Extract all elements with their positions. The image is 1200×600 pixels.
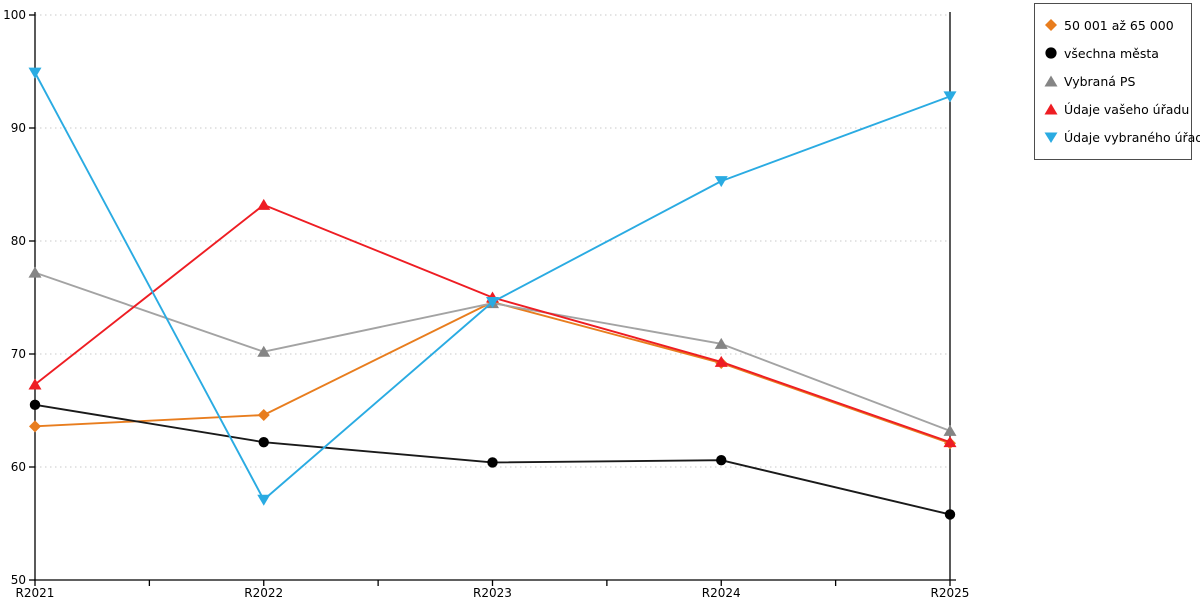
data-point-s3-R2022 (257, 198, 271, 210)
data-point-s4-R2021 (28, 67, 42, 79)
data-point-s0-R2021 (29, 420, 41, 433)
legend: 50 001 až 65 000 všechna města Vybraná PS Ú… (1034, 3, 1200, 160)
data-point-s4-R2023 (486, 297, 499, 309)
y-tick-label-70: 70 (11, 347, 26, 361)
legend-diamond-icon (1045, 19, 1057, 31)
legend-label-4: Údaje vybraného úřadu (1064, 129, 1200, 145)
x-tick-label-R2021: R2021 (16, 586, 55, 600)
legend-circle-icon (1045, 47, 1057, 59)
data-point-s1-R2021 (29, 399, 41, 411)
legend-item-3: Údaje vašeho úřadu (1044, 95, 1189, 123)
y-tick-label-100: 100 (3, 8, 26, 22)
y-tick-label-50: 50 (11, 573, 26, 587)
data-point-s3-R2021 (28, 378, 42, 390)
x-tick-label-R2022: R2022 (244, 586, 283, 600)
data-point-s1-R2023 (487, 457, 498, 468)
series-line-0 (34, 301, 951, 445)
data-point-s4-R2024 (714, 176, 728, 188)
series-line-3 (34, 203, 951, 444)
data-point-s4-R2022 (257, 494, 271, 506)
legend-triangle-down-icon (1044, 132, 1058, 143)
y-tick-label-90: 90 (11, 121, 26, 135)
data-point-s2-R2025 (943, 424, 957, 436)
x-tick-label-R2025: R2025 (931, 586, 970, 600)
data-point-s1-R2024 (716, 455, 727, 466)
legend-item-4: Údaje vybraného úřadu (1044, 123, 1200, 151)
legend-item-1: všechna města (1044, 39, 1185, 67)
legend-label-1: všechna města (1064, 45, 1159, 61)
data-point-s2-R2022 (257, 345, 271, 357)
legend-label-0: 50 001 až 65 000 (1064, 17, 1174, 33)
legend-label-3: Údaje vašeho úřadu (1064, 101, 1190, 117)
legend-label-2: Vybraná PS (1064, 73, 1136, 89)
legend-item-0: 50 001 až 65 000 (1044, 11, 1185, 39)
legend-triangle-up-icon (1044, 75, 1058, 87)
data-point-s3-R2025 (943, 436, 957, 448)
y-tick-label-60: 60 (11, 460, 26, 474)
data-point-s2-R2024 (714, 337, 728, 349)
data-point-s4-R2025 (943, 91, 957, 103)
y-tick-label-80: 80 (11, 234, 26, 248)
data-point-s1-R2022 (258, 436, 269, 448)
x-tick-label-R2023: R2023 (473, 586, 512, 600)
data-point-s2-R2021 (28, 266, 42, 278)
data-point-s0-R2022 (257, 409, 270, 422)
data-point-s1-R2025 (944, 509, 956, 520)
x-tick-label-R2024: R2024 (702, 586, 741, 600)
legend-triangle-up-icon (1044, 103, 1058, 115)
series-line-4 (34, 71, 951, 501)
data-point-s3-R2024 (714, 355, 728, 367)
legend-item-2: Vybraná PS (1044, 67, 1185, 95)
